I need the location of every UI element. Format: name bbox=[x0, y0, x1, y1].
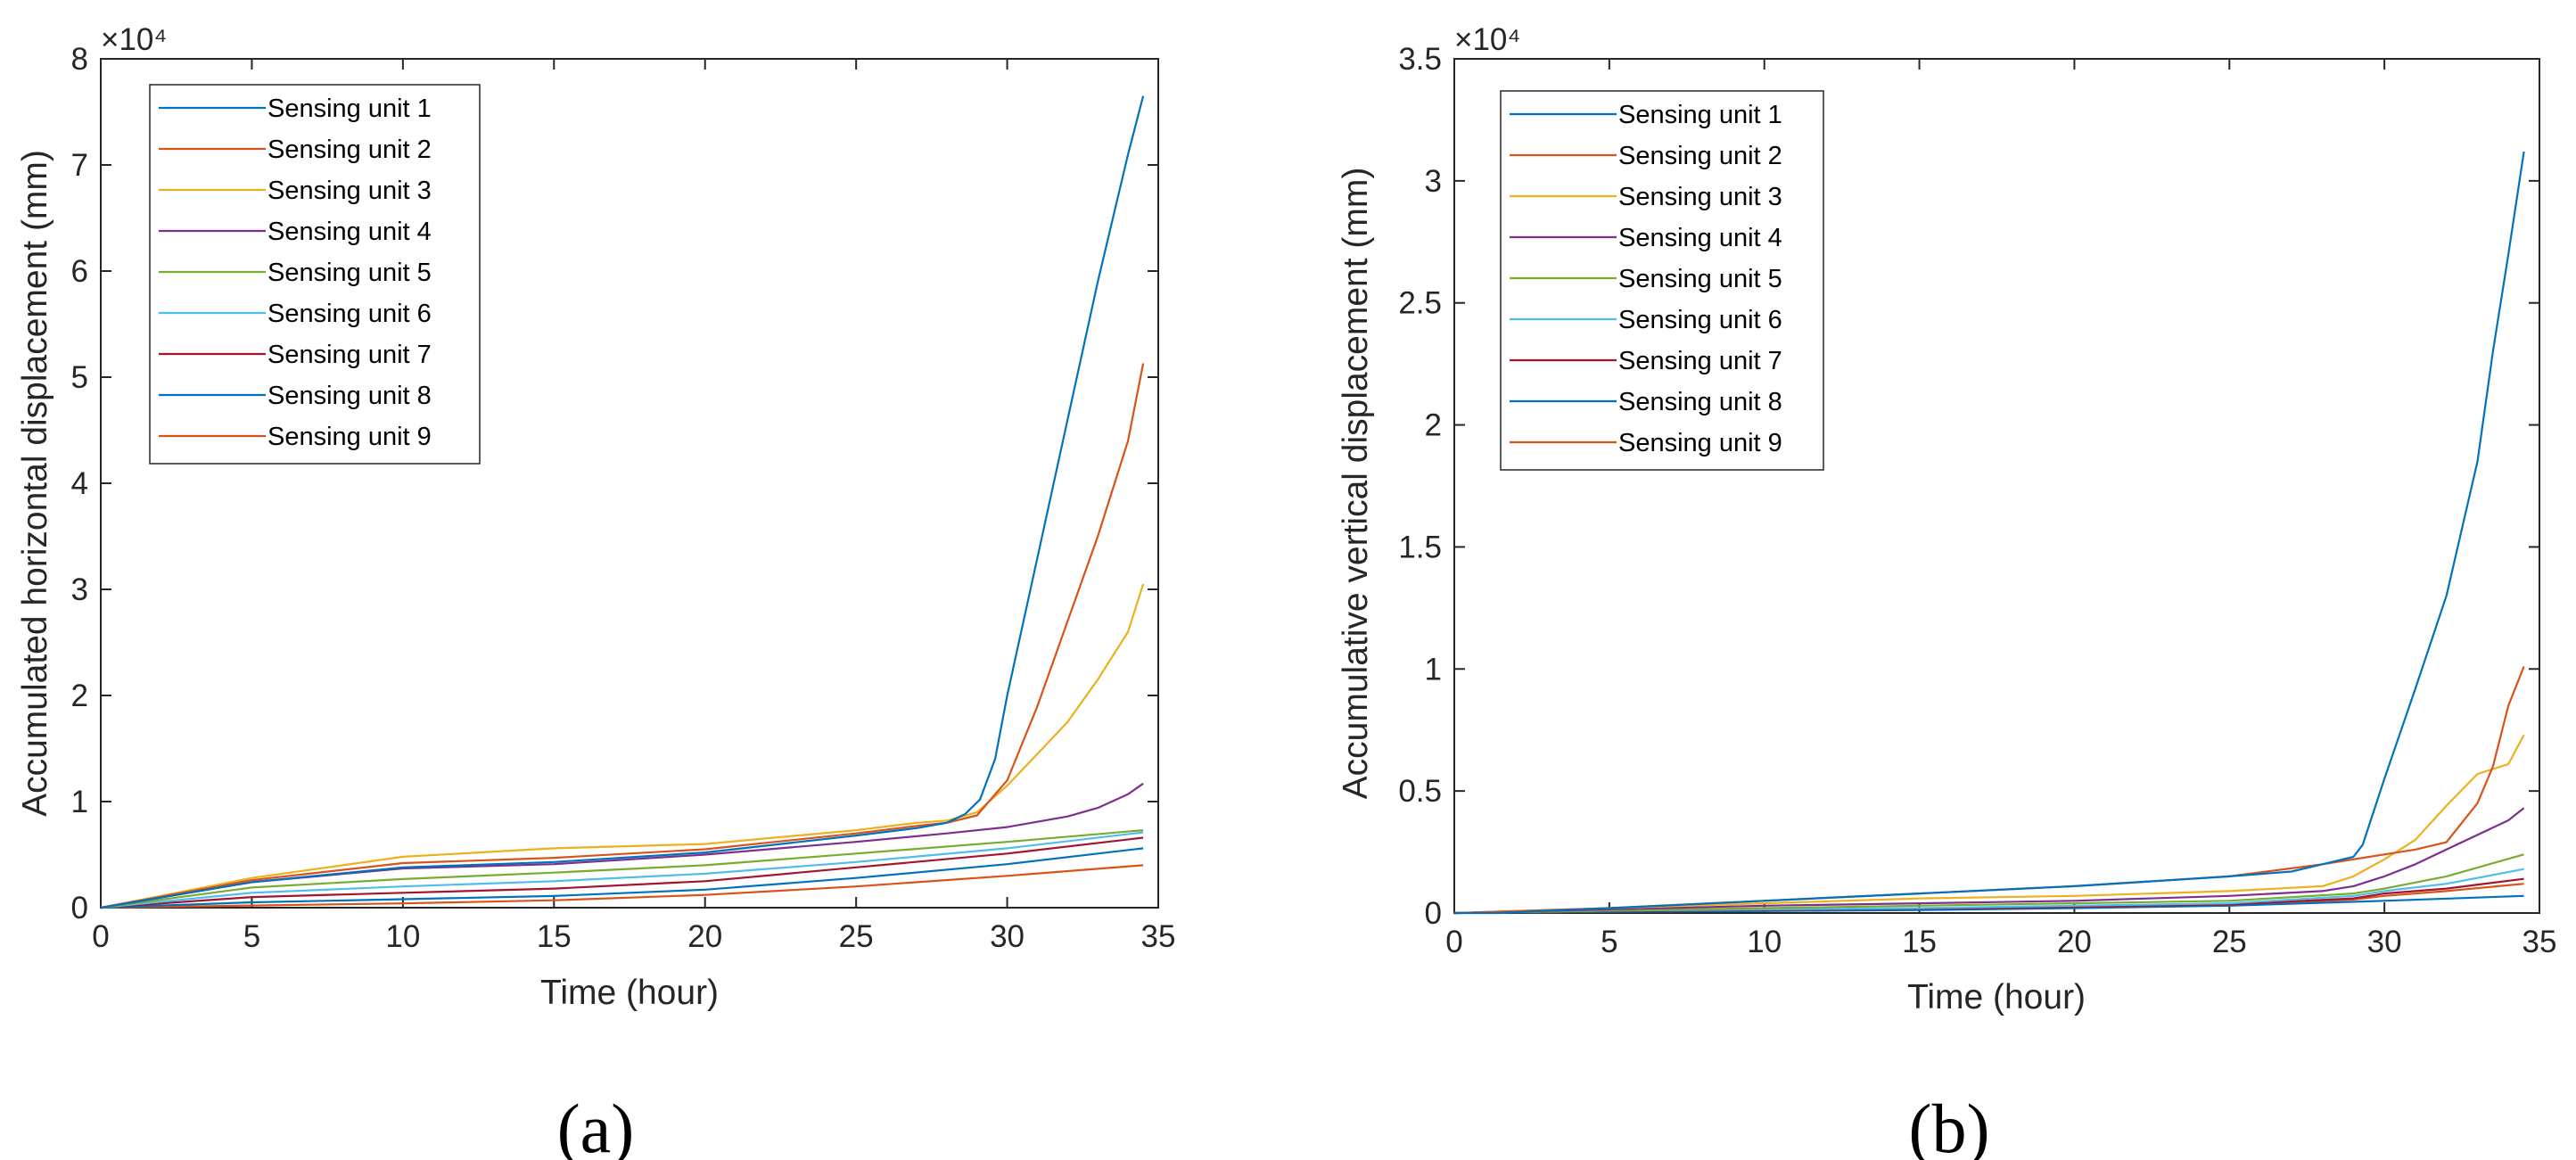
y-tick-label: 2 bbox=[1425, 408, 1442, 443]
legend-label-7: Sensing unit 7 bbox=[267, 341, 432, 369]
x-axis-label-b: Time (hour) bbox=[1907, 978, 2086, 1016]
series-line-5 bbox=[1453, 853, 2524, 915]
legend-label-9: Sensing unit 9 bbox=[1618, 429, 1782, 457]
x-tick-label: 35 bbox=[2523, 925, 2557, 959]
series-line-7 bbox=[100, 836, 1144, 909]
x-tick-label: 25 bbox=[2212, 925, 2247, 959]
y-tick-label: 6 bbox=[71, 254, 88, 289]
legend-label-4: Sensing unit 4 bbox=[267, 218, 432, 246]
x-tick-label: 10 bbox=[1747, 925, 1782, 959]
y-tick-label: 0 bbox=[1425, 896, 1442, 931]
legend-label-5: Sensing unit 5 bbox=[267, 259, 432, 287]
legend-box-a bbox=[149, 84, 481, 465]
x-tick-label: 30 bbox=[2367, 925, 2402, 959]
x-tick-label: 25 bbox=[839, 919, 874, 954]
exponent-label-a: ×10⁴ bbox=[101, 22, 167, 57]
series-lines-b bbox=[1453, 151, 2525, 915]
legend-label-8: Sensing unit 8 bbox=[1618, 388, 1782, 416]
series-line-3 bbox=[100, 583, 1145, 909]
x-tick-label: 20 bbox=[687, 919, 722, 954]
y-tick-label: 2 bbox=[71, 679, 88, 713]
ticks-a: 0 5 10 15 20 25 30 35 0 1 2 3 4 5 6 7 8 bbox=[71, 42, 1176, 954]
series-line-1 bbox=[100, 95, 1145, 909]
legend-label-1: Sensing unit 1 bbox=[267, 95, 432, 123]
x-axis-label-a: Time (hour) bbox=[540, 974, 719, 1012]
x-tick-label: 15 bbox=[537, 919, 572, 954]
ticks-b: 0 5 10 15 20 25 30 35 0 0.5 1 1.5 2 2.5 3 3.5 bbox=[1398, 42, 2556, 959]
chart-panel-b: 0 5 10 15 20 25 30 35 0 0.5 1 1.5 2 2.5 3 3.5 ×10⁴ Time… bbox=[1337, 22, 2556, 1160]
x-tick-label: 10 bbox=[385, 919, 420, 954]
y-tick-label: 7 bbox=[71, 148, 88, 183]
series-lines-a bbox=[100, 95, 1145, 909]
legend-label-8: Sensing unit 8 bbox=[267, 382, 432, 410]
legend-label-6: Sensing unit 6 bbox=[267, 300, 432, 328]
series-line-4 bbox=[1453, 807, 2525, 915]
legend-a: Sensing unit 1 Sensing unit 2 Sensing unit… bbox=[149, 84, 481, 465]
exponent-label-b: ×10⁴ bbox=[1454, 22, 1520, 57]
legend-label-3: Sensing unit 3 bbox=[267, 177, 432, 205]
series-line-3 bbox=[1453, 734, 2525, 915]
chart-panel-a: 0 5 10 15 20 25 30 35 0 1 2 3 4 5 6 7 8 ×10⁴ Time (hour)… bbox=[16, 22, 1175, 1160]
y-tick-label: 3 bbox=[1425, 164, 1442, 199]
y-tick-label: 3.5 bbox=[1398, 42, 1442, 77]
series-line-8 bbox=[100, 847, 1144, 909]
series-line-6 bbox=[100, 831, 1144, 909]
x-tick-label: 20 bbox=[2057, 925, 2092, 959]
y-axis-label-b: Accumulative vertical displacement (mm) bbox=[1337, 168, 1375, 800]
legend-label-3: Sensing unit 3 bbox=[1618, 183, 1782, 211]
legend-label-1: Sensing unit 1 bbox=[1618, 101, 1782, 129]
y-tick-label: 5 bbox=[71, 360, 88, 395]
legend-box-b bbox=[1500, 90, 1824, 471]
y-tick-label: 3 bbox=[71, 572, 88, 607]
legend-label-4: Sensing unit 4 bbox=[1618, 224, 1782, 252]
y-tick-label: 8 bbox=[71, 42, 88, 77]
panel-caption-b: (b) bbox=[1909, 1090, 1990, 1160]
legend-label-7: Sensing unit 7 bbox=[1618, 347, 1782, 375]
panel-caption-a: (a) bbox=[557, 1090, 635, 1160]
legend-label-2: Sensing unit 2 bbox=[267, 136, 432, 164]
y-tick-label: 0 bbox=[71, 891, 88, 926]
x-tick-label: 0 bbox=[1445, 925, 1462, 959]
legend-label-5: Sensing unit 5 bbox=[1618, 265, 1782, 293]
y-tick-label: 2.5 bbox=[1398, 286, 1442, 321]
x-tick-label: 0 bbox=[92, 919, 109, 954]
x-tick-label: 35 bbox=[1141, 919, 1176, 954]
x-tick-label: 5 bbox=[1601, 925, 1617, 959]
x-tick-label: 30 bbox=[990, 919, 1025, 954]
series-line-9 bbox=[100, 864, 1144, 909]
x-tick-label: 15 bbox=[1902, 925, 1937, 959]
y-axis-label-a: Accumulated horizontal displacement (mm) bbox=[16, 150, 54, 817]
x-tick-label: 5 bbox=[243, 919, 260, 954]
legend-label-2: Sensing unit 2 bbox=[1618, 142, 1782, 170]
y-tick-label: 4 bbox=[71, 466, 88, 501]
y-tick-label: 1.5 bbox=[1398, 530, 1442, 564]
legend-label-9: Sensing unit 9 bbox=[267, 423, 432, 451]
y-tick-label: 1 bbox=[71, 785, 88, 819]
y-tick-label: 1 bbox=[1425, 652, 1442, 687]
series-line-5 bbox=[100, 829, 1144, 909]
legend-label-6: Sensing unit 6 bbox=[1618, 306, 1782, 334]
y-tick-label: 0.5 bbox=[1398, 774, 1442, 809]
legend-b: Sensing unit 1 Sensing unit 2 Sensing unit… bbox=[1500, 90, 1824, 471]
series-line-1 bbox=[1454, 151, 2525, 915]
